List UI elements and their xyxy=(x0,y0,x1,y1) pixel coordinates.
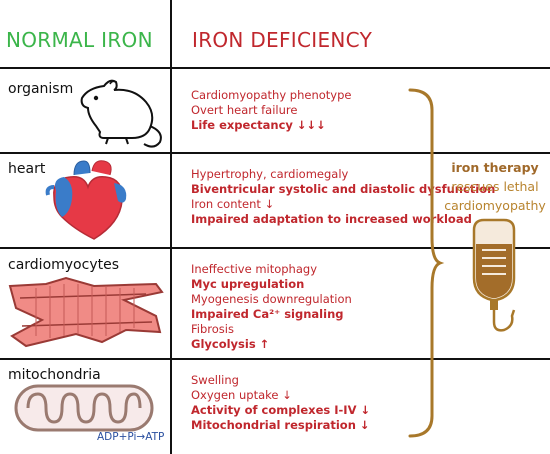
cardiomyocyte-item: Impaired Ca²⁺ signaling xyxy=(191,307,344,321)
iron-deficiency-header: IRON DEFICIENCY xyxy=(192,28,373,52)
heart-item: Hypertrophy, cardiomegaly xyxy=(191,167,349,181)
cardiomyocyte-item: Myogenesis downregulation xyxy=(191,292,352,306)
heart-item: Impaired adaptation to increased workloa… xyxy=(191,212,472,226)
organism-item: Overt heart failure xyxy=(191,103,298,117)
row-divider-top xyxy=(0,67,550,69)
row-divider-heart xyxy=(0,152,550,154)
column-divider xyxy=(170,0,172,454)
cardiomyocyte-icon xyxy=(8,276,164,348)
heart-icon xyxy=(45,160,127,240)
mitochondria-item: Activity of complexes I-IV ↓ xyxy=(191,403,371,417)
therapy-title: iron therapy xyxy=(451,160,539,175)
organism-item: Cardiomyopathy phenotype xyxy=(191,88,352,102)
normal-iron-header: NORMAL IRON xyxy=(6,28,153,52)
cardiomyocyte-item: Myc upregulation xyxy=(191,277,305,291)
curly-brace xyxy=(408,88,445,438)
cardiomyocyte-item: Ineffective mitophagy xyxy=(191,262,318,276)
heart-item: Iron content ↓ xyxy=(191,197,275,211)
therapy-line: rescues lethal xyxy=(451,179,539,194)
mitochondria-item: Mitochondrial respiration ↓ xyxy=(191,418,370,432)
mouse-icon xyxy=(80,79,162,148)
heart-item: Biventricular systolic and diastolic dys… xyxy=(191,182,496,196)
mitochondria-item: Swelling xyxy=(191,373,239,387)
row-label-organism: organism xyxy=(8,81,74,97)
adp-atp-caption: ADP+Pi→ATP xyxy=(97,431,165,443)
mitochondrion-icon xyxy=(14,384,154,432)
row-label-heart: heart xyxy=(8,161,46,177)
iv-bag-icon xyxy=(472,218,516,332)
row-divider-cardiomyocytes xyxy=(0,247,550,249)
row-label-mitochondria: mitochondria xyxy=(8,367,101,383)
cardiomyocyte-item: Glycolysis ↑ xyxy=(191,337,270,351)
row-label-cardiomyocytes: cardiomyocytes xyxy=(8,257,119,273)
organism-item: Life expectancy ↓↓↓ xyxy=(191,118,326,132)
cardiomyocyte-item: Fibrosis xyxy=(191,322,234,336)
row-divider-mitochondria xyxy=(0,358,550,360)
therapy-line: cardiomyopathy xyxy=(444,198,546,213)
mitochondria-item: Oxygen uptake ↓ xyxy=(191,388,292,402)
